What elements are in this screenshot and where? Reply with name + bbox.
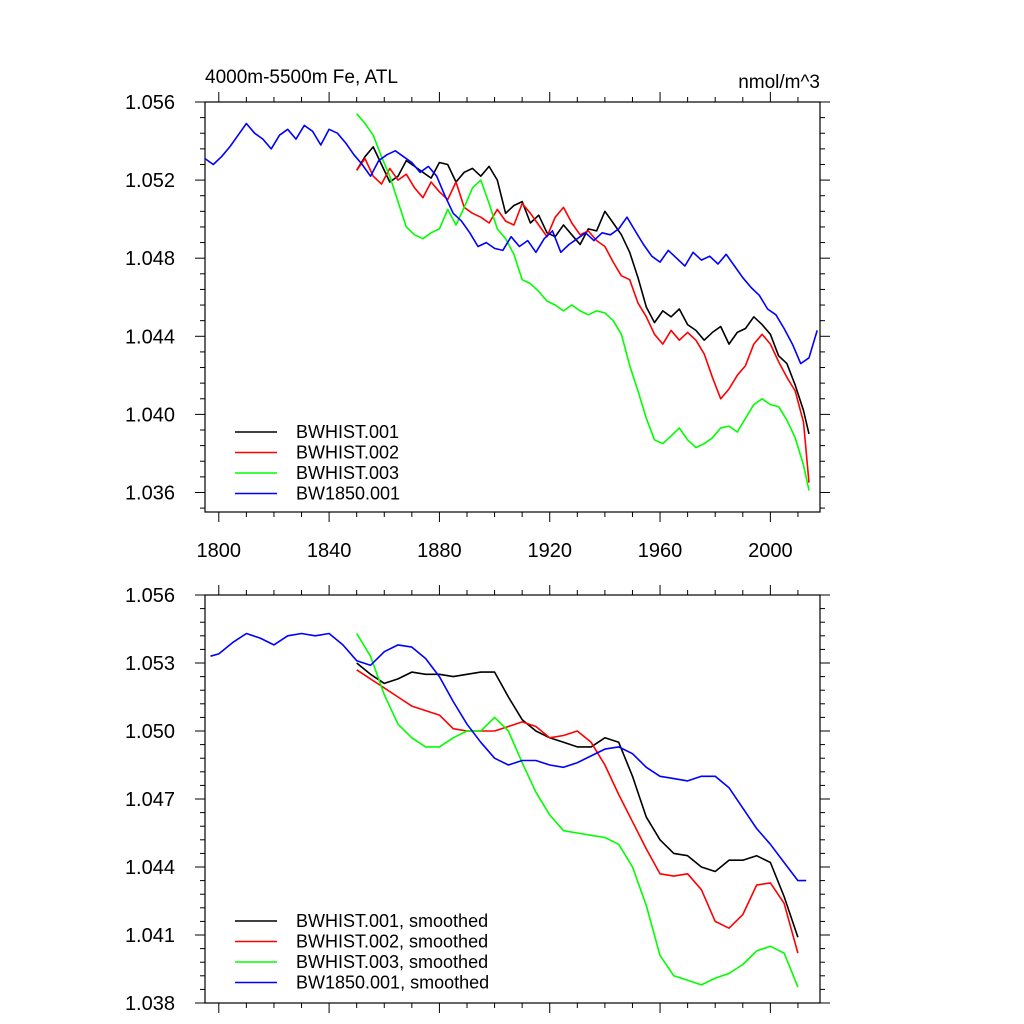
series-line — [210, 632, 807, 882]
x-tick-label: 1800 — [197, 540, 242, 562]
legend-label: BW1850.001, smoothed — [296, 973, 489, 993]
legend-label: BWHIST.001 — [296, 422, 399, 442]
series-line — [356, 633, 799, 988]
x-tick-label: 1880 — [417, 540, 462, 562]
series-line — [204, 122, 818, 365]
y-tick-label: 1.036 — [125, 482, 175, 504]
y-tick-label: 1.056 — [125, 585, 175, 607]
y-tick-label: 1.044 — [125, 857, 175, 879]
y-tick-label: 1.050 — [125, 721, 175, 743]
chart-title: 4000m-5500m Fe, ATL — [205, 67, 398, 88]
y-tick-label: 1.048 — [125, 248, 175, 270]
y-tick-label: 1.052 — [125, 170, 175, 192]
legend-label: BWHIST.002 — [296, 443, 399, 463]
legend-label: BWHIST.001, smoothed — [296, 911, 488, 931]
y-tick-label: 1.053 — [125, 653, 175, 675]
chart-panel-2: 1.038 1.041 1.044 1.047 1.050 1.053 1.056 BWHIS… — [125, 585, 830, 1015]
legend-label: BW1850.001 — [296, 484, 400, 504]
x-tick-label: 1960 — [638, 540, 683, 562]
series-line — [356, 146, 810, 435]
y-tick-label: 1.040 — [125, 404, 175, 426]
x-tick-label: 1840 — [307, 540, 352, 562]
series-line — [356, 113, 810, 491]
legend-label: BWHIST.002, smoothed — [296, 932, 488, 952]
series-line — [356, 669, 799, 954]
y-tick-label: 1.044 — [125, 326, 175, 348]
y-tick-label: 1.047 — [125, 789, 175, 811]
series-line — [356, 157, 810, 483]
y-tick-label: 1.056 — [125, 92, 175, 114]
y-tick-label: 1.041 — [125, 925, 175, 947]
units-label: nmol/m^3 — [738, 72, 820, 93]
y-tick-label: 1.038 — [125, 993, 175, 1015]
legend-label: BWHIST.003, smoothed — [296, 952, 488, 972]
series-line — [356, 662, 799, 938]
x-tick-label: 1920 — [527, 540, 572, 562]
x-tick-label: 2000 — [748, 540, 793, 562]
chart-panel-1: 1800 1840 1880 1920 1960 2000 1.036 1.040 1.044 1… — [125, 67, 830, 562]
legend-label: BWHIST.003 — [296, 463, 399, 483]
plot-frame — [204, 101, 821, 513]
